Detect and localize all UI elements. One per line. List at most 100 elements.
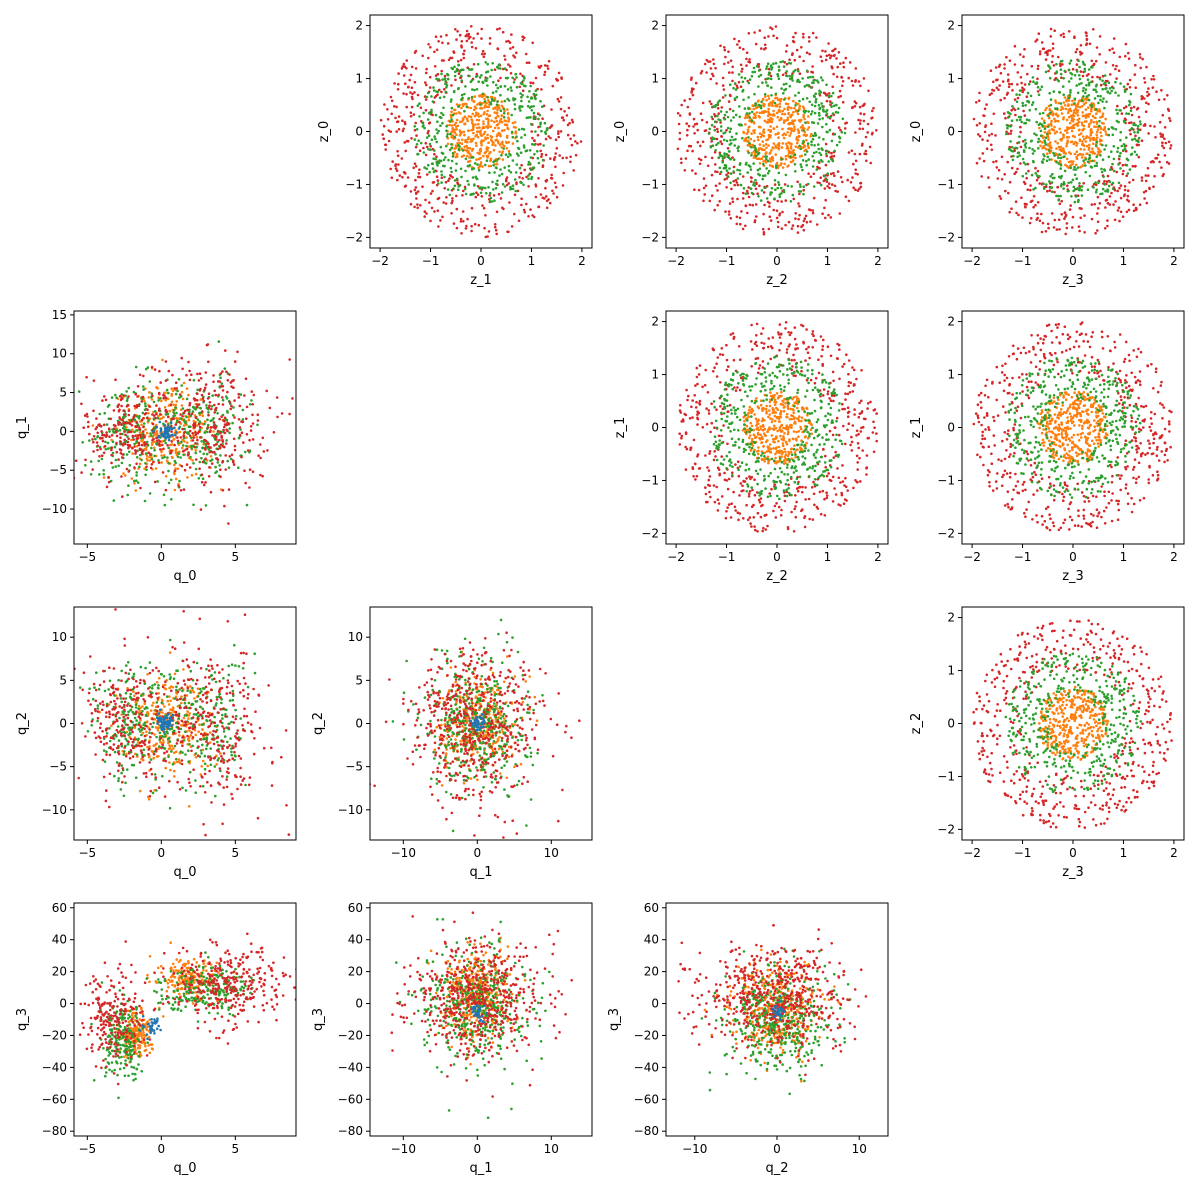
data-point-series-1 — [499, 134, 502, 138]
data-point-series-2 — [534, 115, 537, 119]
data-point-series-2 — [441, 113, 445, 117]
data-point-series-2 — [819, 76, 823, 79]
data-point-series-3 — [729, 94, 732, 98]
data-point-series-1 — [1055, 112, 1058, 116]
data-point-series-3 — [731, 200, 735, 204]
data-point-series-1 — [784, 102, 788, 105]
data-point-series-2 — [811, 75, 815, 79]
data-point-series-2 — [1083, 70, 1087, 73]
data-point-series-1 — [1074, 163, 1078, 167]
data-point-series-3 — [1050, 60, 1054, 64]
data-point-series-1 — [777, 445, 781, 449]
data-point-series-1 — [1050, 119, 1053, 123]
y-axis-label: z_0 — [909, 121, 924, 143]
data-point-series-2 — [1062, 187, 1065, 190]
data-point-series-1 — [806, 128, 809, 131]
data-point-series-3 — [443, 187, 447, 190]
data-point-series-3 — [999, 197, 1003, 200]
data-point-series-2 — [536, 150, 539, 153]
data-point-series-3 — [739, 482, 743, 485]
data-point-series-3 — [698, 162, 702, 166]
data-point-series-1 — [1086, 152, 1089, 155]
data-point-series-2 — [767, 71, 771, 74]
data-point-series-3 — [838, 212, 842, 215]
data-point-series-3 — [756, 192, 759, 195]
data-point-series-1 — [759, 403, 763, 407]
data-point-series-2 — [432, 157, 436, 160]
data-point-series-2 — [765, 155, 768, 158]
data-point-series-3 — [851, 424, 855, 427]
data-point-series-3 — [819, 55, 823, 58]
data-point-series-3 — [829, 399, 833, 403]
data-point-series-3 — [501, 30, 505, 34]
data-point-series-1 — [754, 417, 758, 421]
data-point-series-3 — [762, 526, 765, 530]
data-point-series-2 — [1072, 168, 1076, 171]
data-point-series-1 — [755, 427, 758, 431]
data-point-series-3 — [716, 356, 720, 359]
data-point-series-1 — [487, 141, 490, 144]
data-point-series-3 — [705, 500, 708, 504]
data-point-series-2 — [520, 95, 523, 99]
data-point-series-1 — [755, 435, 758, 439]
data-point-series-1 — [1082, 144, 1086, 147]
data-point-series-3 — [811, 71, 815, 74]
data-point-series-2 — [434, 137, 437, 141]
data-point-series-3 — [843, 484, 846, 487]
data-point-series-3 — [713, 450, 716, 453]
data-point-series-1 — [474, 123, 477, 126]
data-point-series-3 — [1134, 206, 1138, 210]
data-point-series-2 — [1118, 109, 1121, 112]
data-point-series-2 — [728, 130, 732, 133]
data-point-series-3 — [537, 143, 540, 146]
data-point-series-3 — [405, 59, 409, 62]
data-point-series-1 — [470, 118, 473, 121]
data-point-series-3 — [860, 426, 863, 430]
data-point-series-3 — [488, 42, 492, 45]
data-point-series-1 — [1056, 119, 1060, 123]
data-point-series-3 — [734, 389, 738, 392]
data-point-series-1 — [778, 102, 782, 105]
data-point-series-3 — [866, 402, 870, 405]
data-point-series-3 — [503, 54, 506, 58]
data-point-series-2 — [732, 406, 736, 409]
data-point-series-3 — [1119, 210, 1123, 214]
data-point-series-2 — [806, 142, 810, 145]
data-point-series-2 — [1069, 89, 1072, 92]
data-point-series-3 — [718, 353, 722, 356]
data-point-series-2 — [766, 159, 770, 163]
data-point-series-3 — [470, 229, 473, 233]
data-point-series-2 — [813, 111, 817, 115]
data-point-series-2 — [736, 407, 740, 411]
data-point-series-3 — [845, 353, 848, 357]
data-point-series-2 — [449, 166, 453, 170]
data-point-series-3 — [798, 213, 801, 217]
data-point-series-2 — [522, 79, 525, 82]
data-point-series-1 — [1098, 110, 1102, 113]
data-point-series-3 — [544, 153, 548, 157]
data-point-series-1 — [771, 411, 774, 415]
data-point-series-3 — [741, 175, 745, 178]
data-point-series-2 — [509, 187, 512, 191]
data-point-series-3 — [859, 84, 862, 88]
data-point-series-2 — [495, 183, 499, 186]
data-point-series-2 — [713, 128, 717, 132]
data-point-series-2 — [479, 103, 482, 106]
data-point-series-3 — [508, 41, 512, 44]
data-point-series-1 — [755, 420, 759, 423]
data-point-series-3 — [842, 362, 846, 366]
data-point-series-3 — [729, 59, 733, 62]
data-point-series-3 — [716, 189, 719, 192]
data-point-series-3 — [978, 91, 981, 95]
data-point-series-3 — [727, 365, 730, 368]
y-tick-label: 1 — [651, 72, 659, 86]
data-point-series-2 — [1128, 168, 1132, 171]
data-point-series-3 — [780, 508, 783, 512]
data-point-series-3 — [436, 72, 440, 76]
data-point-series-3 — [701, 101, 705, 105]
data-point-series-2 — [431, 167, 435, 170]
data-point-series-3 — [995, 160, 998, 163]
data-point-series-1 — [788, 121, 791, 125]
data-point-series-3 — [727, 477, 731, 481]
data-point-series-3 — [1123, 185, 1127, 188]
